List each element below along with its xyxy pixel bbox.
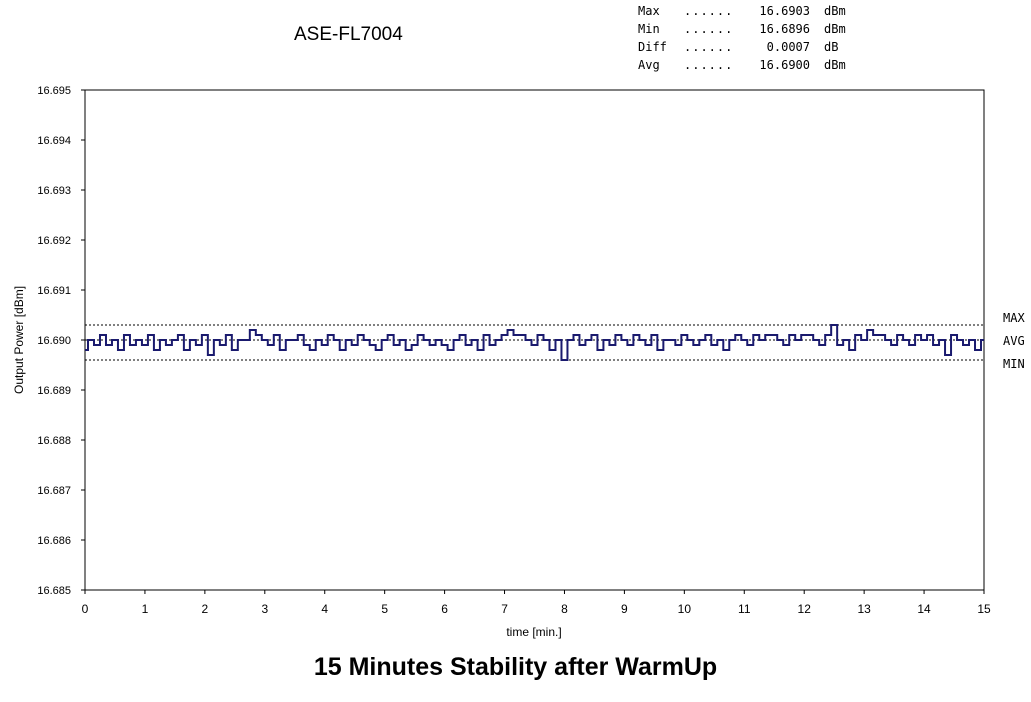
series-group (85, 324, 984, 361)
y-axis-label: Output Power [dBm] (12, 286, 26, 394)
stat-unit: dB (824, 40, 839, 54)
x-tick-label: 4 (321, 602, 328, 616)
x-tick-label: 0 (82, 602, 89, 616)
x-tick-label: 3 (261, 602, 268, 616)
stat-name: Max (638, 4, 660, 18)
y-tick-label: 16.694 (37, 135, 71, 147)
x-tick-label: 8 (561, 602, 568, 616)
ref-label-avg: AVG (1003, 334, 1025, 348)
stat-value: 16.6903 (759, 4, 810, 18)
stat-row-diff: Diff ...... 0.0007 dB (638, 38, 838, 56)
stat-row-min: Min ...... 16.6896 dBm (638, 20, 846, 38)
stat-unit: dBm (824, 22, 846, 36)
stat-value: 16.6900 (759, 58, 810, 72)
y-tick-label: 16.685 (37, 585, 71, 597)
stat-dots: ...... (684, 40, 734, 54)
y-tick-label: 16.686 (37, 535, 71, 547)
stat-name: Diff (638, 40, 667, 54)
x-axis-label: time [min.] (506, 625, 561, 639)
stat-row-max: Max ...... 16.6903 dBm (638, 2, 846, 20)
y-tick-label: 16.687 (37, 485, 71, 497)
y-tick-label: 16.692 (37, 235, 71, 247)
ref-label-min: MIN (1003, 357, 1025, 371)
ref-label-max: MAX (1003, 311, 1025, 325)
stat-value: 16.6896 (759, 22, 810, 36)
x-tick-label: 7 (501, 602, 508, 616)
x-tick-label: 12 (798, 602, 812, 616)
x-tick-label: 14 (917, 602, 931, 616)
stat-dots: ...... (684, 58, 734, 72)
stat-name: Min (638, 22, 660, 36)
stat-unit: dBm (824, 4, 846, 18)
x-tick-label: 9 (621, 602, 628, 616)
stats-table: Max ...... 16.6903 dBm Min ...... 16.689… (638, 2, 846, 74)
y-tick-label: 16.693 (37, 185, 71, 197)
stat-name: Avg (638, 58, 660, 72)
stat-dots: ...... (684, 4, 734, 18)
y-tick-label: 16.690 (37, 335, 71, 347)
x-tick-label: 10 (678, 602, 692, 616)
y-tick-label: 16.688 (37, 435, 71, 447)
stat-row-avg: Avg ...... 16.6900 dBm (638, 56, 846, 74)
x-tick-label: 11 (738, 602, 751, 616)
stat-unit: dBm (824, 58, 846, 72)
x-tick-label: 15 (977, 602, 991, 616)
y-axis-ticks: 16.685 16.686 16.687 16.688 16.689 16.690 16.6… (37, 85, 85, 597)
y-tick-label: 16.691 (37, 285, 71, 297)
x-tick-label: 1 (142, 602, 149, 616)
x-tick-label: 5 (381, 602, 388, 616)
chart-subtitle: ASE-FL7004 (294, 24, 403, 45)
stat-dots: ...... (684, 22, 734, 36)
y-tick-label: 16.695 (37, 85, 71, 97)
y-tick-label: 16.689 (37, 385, 71, 397)
x-tick-label: 6 (441, 602, 448, 616)
x-axis-ticks: 0 1 2 3 4 5 6 7 8 9 10 11 12 13 14 15 (82, 590, 991, 616)
x-tick-label: 13 (857, 602, 871, 616)
chart-title: 15 Minutes Stability after WarmUp (313, 653, 718, 681)
x-tick-label: 2 (202, 602, 209, 616)
stat-value: 0.0007 (766, 40, 810, 54)
series-line (85, 324, 984, 361)
